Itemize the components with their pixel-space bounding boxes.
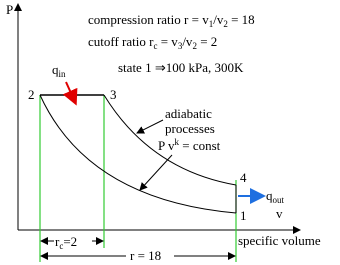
state-1-conditions: state 1 ⇒100 kPa, 300K <box>118 60 244 75</box>
heat-in-label: qin <box>52 62 66 79</box>
text-part: =2 <box>63 234 77 249</box>
text-part: q <box>52 62 59 77</box>
label-background <box>126 249 174 263</box>
state-label: 4 <box>240 170 247 185</box>
cutoff-dimension-label: rc=2 <box>55 234 77 251</box>
text-part: 1 <box>209 19 214 29</box>
text-part: P v <box>158 138 175 153</box>
text-part: out <box>273 195 285 205</box>
x-axis-label: v <box>276 206 283 221</box>
text-part: q <box>266 188 273 203</box>
cutoff-ratio: cutoff ratio rc = v3/v2 = 2 <box>88 34 217 51</box>
text-part: = 18 <box>228 12 255 27</box>
state-label: 1 <box>240 208 247 223</box>
heat-out-label: qout <box>266 188 285 205</box>
text-part: 3 <box>178 41 183 51</box>
text-part: = const <box>179 138 221 153</box>
process-law: P vk = const <box>158 137 221 153</box>
text-part: /v <box>213 12 224 27</box>
text-part: k <box>175 137 180 147</box>
y-axis-label: P <box>6 2 13 17</box>
text-part: /v <box>182 34 193 49</box>
text-part: 2 <box>192 41 197 51</box>
process-1-2 <box>39 94 237 214</box>
x-axis-title: specific volume <box>238 233 321 248</box>
pointer-arrow <box>136 119 164 134</box>
ratio-dimension-label: r = 18 <box>130 248 161 263</box>
text-part: compression ratio r = v <box>88 12 209 27</box>
label-background <box>54 234 92 248</box>
state-label: 3 <box>110 87 117 102</box>
compression-ratio: compression ratio r = v1/v2 = 18 <box>88 12 255 29</box>
adiabatic-label: adiabatic <box>165 106 212 121</box>
processes-label: processes <box>165 121 215 136</box>
process-3-4 <box>103 94 237 186</box>
heat-in-arrow <box>62 81 78 106</box>
text-part: = 2 <box>197 34 217 49</box>
text-part: 2 <box>223 19 228 29</box>
text-part: = v <box>157 34 178 49</box>
text-part: c <box>59 241 63 251</box>
text-part: in <box>59 69 67 79</box>
text-part: r <box>55 234 60 249</box>
text-part: cutoff ratio r <box>88 34 154 49</box>
pointer-arrow <box>139 154 173 191</box>
text-part: c <box>153 41 157 51</box>
state-label: 2 <box>28 87 35 102</box>
